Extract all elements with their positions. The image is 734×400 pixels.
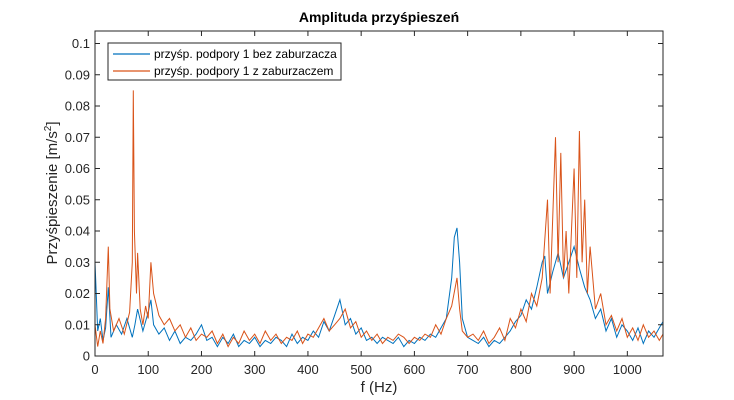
y-tick-label: 0 [83,349,90,364]
series-line-1 [94,90,664,348]
x-tick-label: 800 [510,362,532,377]
y-axis-label-superscript: 2 [43,125,54,131]
legend-label-with-damper: przyśp. podpory 1 z zaburzaczem [154,64,333,78]
x-tick-label: 300 [244,362,266,377]
chart-title: Amplituda przyśpieszeń [299,9,459,25]
x-tick-label: 600 [404,362,426,377]
y-tick-label: 0.01 [65,317,90,332]
x-tick-label: 400 [297,362,319,377]
y-tick-label: 0.1 [72,36,90,51]
plot-area-frame [94,30,664,357]
legend-label-no-damper: przyśp. podpory 1 bez zaburzacza [154,47,337,61]
y-tick-label: 0.03 [65,255,90,270]
y-axis: 0 0.01 0.02 0.03 0.04 0.05 0.06 0.07 0.08 0.09 0.1 [65,36,663,364]
series-line-0 [94,227,664,348]
y-tick-label: 0.05 [65,192,90,207]
y-axis-label: Przyśpieszenie [m/s2] [43,121,61,264]
legend-box [107,42,342,81]
legend: przyśp. podpory 1 bez zaburzacza przyśp.… [107,42,342,81]
y-tick-label: 0.07 [65,130,90,145]
series-layer [94,90,664,348]
y-tick-label: 0.06 [65,161,90,176]
x-tick-label: 900 [563,362,585,377]
x-tick-label: 500 [350,362,372,377]
y-tick-label: 0.08 [65,99,90,114]
x-tick-label: 0 [91,362,98,377]
y-axis-label-main: Przyśpieszenie [m/s [44,131,61,264]
x-tick-label: 200 [191,362,213,377]
x-tick-label: 1000 [613,362,642,377]
y-axis-label-end: ] [44,121,61,125]
x-axis: 0 100 200 300 400 500 600 700 800 900 1000 [91,31,642,377]
x-axis-label: f (Hz) [361,379,398,396]
x-tick-label: 100 [137,362,159,377]
y-tick-label: 0.04 [65,224,90,239]
y-tick-label: 0.09 [65,67,90,82]
y-tick-label: 0.02 [65,286,90,301]
x-tick-label: 700 [457,362,479,377]
